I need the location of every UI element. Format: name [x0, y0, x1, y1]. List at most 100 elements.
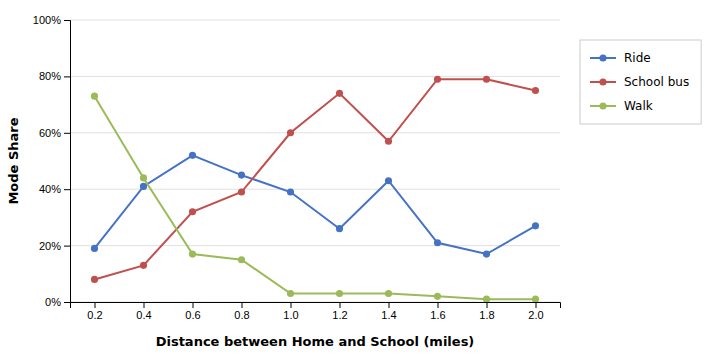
- marker: [140, 174, 147, 181]
- x-tick-mark: [193, 302, 194, 308]
- marker: [189, 208, 196, 215]
- legend-item: School bus: [590, 75, 689, 89]
- grid-line: [70, 132, 560, 133]
- marker: [91, 245, 98, 252]
- series-markers: [91, 152, 539, 258]
- x-tick-mark: [144, 302, 145, 308]
- y-tick-label: 20%: [39, 240, 61, 252]
- x-tick: 1.0: [283, 302, 298, 321]
- x-tick: 1.4: [381, 302, 396, 321]
- marker: [483, 250, 490, 257]
- marker: [434, 293, 441, 300]
- legend-marker: [599, 102, 606, 109]
- x-tick: 2.0: [528, 302, 543, 321]
- marker: [336, 90, 343, 97]
- x-tick-mark: [389, 302, 390, 308]
- grid-line: [70, 245, 560, 246]
- y-tick-mark: [64, 76, 70, 77]
- marker: [532, 296, 539, 302]
- x-tick-label: 1.8: [479, 309, 494, 321]
- marker: [189, 152, 196, 159]
- marker: [91, 93, 98, 100]
- legend-item: Walk: [590, 99, 653, 113]
- marker: [385, 138, 392, 145]
- x-tick-label: 2.0: [528, 309, 543, 321]
- marker: [140, 262, 147, 269]
- grid-line: [70, 20, 560, 21]
- y-axis: 0%20%40%60%80%100%: [33, 14, 71, 308]
- y-tick-label: 80%: [39, 70, 61, 82]
- y-tick-mark: [64, 133, 70, 134]
- x-tick-mark: [291, 302, 292, 308]
- x-tick: 0.4: [136, 302, 151, 321]
- x-axis-title: Distance between Home and School (miles): [156, 334, 475, 349]
- legend: Ride School bus Walk: [580, 40, 701, 124]
- y-tick-label: 60%: [39, 127, 61, 139]
- x-tick-label: 0.4: [136, 309, 151, 321]
- x-tick-mark: [487, 302, 488, 308]
- y-tick-mark: [64, 246, 70, 247]
- x-axis: 0.2 0.4 0.6 0.8 1.0 1.2 1.4 1.6 1.8 2.0: [71, 302, 561, 321]
- x-tick: 0.8: [234, 302, 249, 321]
- x-tick-mark: [438, 302, 439, 308]
- marker: [532, 87, 539, 94]
- x-tick: 1.2: [332, 302, 347, 321]
- series-markers: [91, 93, 539, 302]
- x-tick-label: 1.2: [332, 309, 347, 321]
- series-markers: [91, 76, 539, 283]
- marks: [91, 76, 539, 302]
- x-tick: 0.2: [87, 302, 102, 321]
- x-tick-mark: [340, 302, 341, 308]
- y-tick-label: 40%: [39, 183, 61, 195]
- legend-item: Ride: [590, 51, 651, 65]
- x-tick-label: 0.8: [234, 309, 249, 321]
- marker: [385, 290, 392, 297]
- legend-label: Ride: [624, 51, 651, 65]
- y-axis-line: [64, 21, 71, 303]
- marker: [238, 172, 245, 179]
- x-tick-label: 0.6: [185, 309, 200, 321]
- x-tick-label: 1.6: [430, 309, 445, 321]
- x-tick-label: 1.0: [283, 309, 298, 321]
- legend-box: [580, 40, 701, 124]
- y-tick: 80%: [39, 70, 70, 82]
- y-tick: 40%: [39, 183, 70, 195]
- legend-label: Walk: [624, 99, 653, 113]
- marker: [336, 225, 343, 232]
- marker: [483, 296, 490, 302]
- chart: 0.20.40.60.81.01.21.41.61.82.00%20%40%60…: [0, 0, 720, 360]
- y-tick-mark: [64, 302, 70, 303]
- series-line: [95, 96, 536, 299]
- legend-marker: [599, 54, 606, 61]
- x-tick-mark: [95, 302, 96, 308]
- y-tick: 60%: [39, 127, 70, 139]
- x-tick: 0.6: [185, 302, 200, 321]
- marker: [287, 129, 294, 136]
- y-tick-mark: [64, 189, 70, 190]
- x-tick-label: 1.4: [381, 309, 396, 321]
- marker: [238, 188, 245, 195]
- x-tick: 1.8: [479, 302, 494, 321]
- marker: [238, 256, 245, 263]
- x-tick-mark: [536, 302, 537, 308]
- x-tick-mark: [242, 302, 243, 308]
- series-line: [95, 79, 536, 279]
- marker: [189, 250, 196, 257]
- x-axis-line: [71, 303, 561, 309]
- marker: [483, 76, 490, 83]
- y-axis-title: Mode Share: [6, 117, 21, 204]
- x-tick: 1.6: [430, 302, 445, 321]
- legend-label: School bus: [624, 75, 689, 89]
- marker: [532, 222, 539, 229]
- grid: [70, 20, 560, 302]
- y-tick: 20%: [39, 240, 70, 252]
- marker: [434, 239, 441, 246]
- y-tick: 100%: [33, 14, 70, 26]
- plot-area: 0.20.40.60.81.01.21.41.61.82.00%20%40%60…: [33, 14, 561, 321]
- marker: [385, 177, 392, 184]
- y-tick-label: 100%: [33, 14, 61, 26]
- marker: [336, 290, 343, 297]
- marker: [287, 290, 294, 297]
- x-tick-label: 0.2: [87, 309, 102, 321]
- marker: [91, 276, 98, 283]
